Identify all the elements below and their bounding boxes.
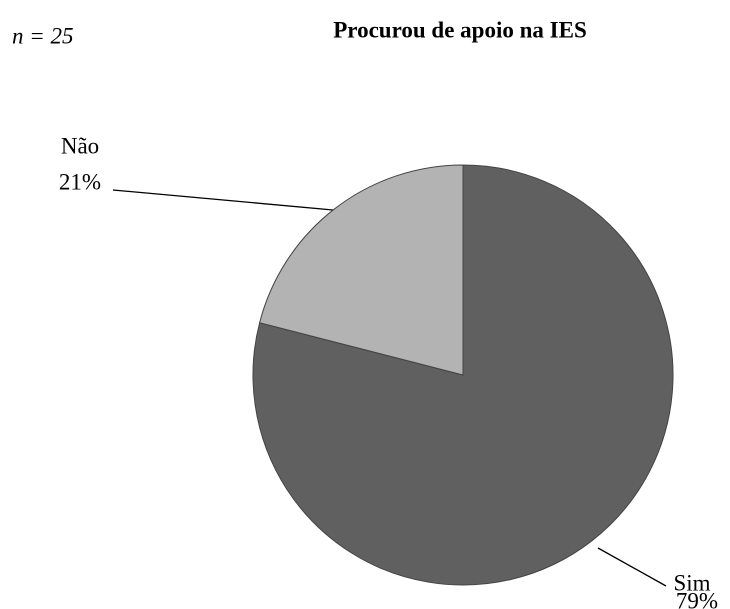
slice-value-label: 79% (676, 588, 718, 609)
chart-title: Procurou de apoio na IES (333, 17, 586, 42)
slice-value-label: 21% (59, 169, 101, 194)
leader-line (112, 189, 334, 211)
slice-label: Sim (673, 570, 710, 595)
pie-slice (258, 164, 464, 376)
sample-size: n = 25 (12, 23, 74, 48)
slice-label: Não (61, 133, 99, 158)
leader-line (597, 547, 667, 587)
